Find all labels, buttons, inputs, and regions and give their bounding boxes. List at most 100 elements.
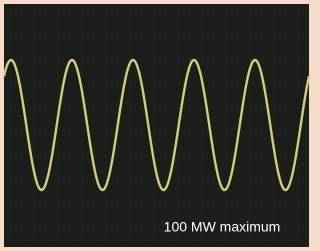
grid-dot xyxy=(237,59,238,60)
grid-dot xyxy=(177,239,178,240)
grid-dot xyxy=(153,179,154,180)
grid-dot xyxy=(213,35,214,36)
grid-dot xyxy=(141,119,142,120)
grid-dot xyxy=(273,11,274,12)
grid-dot xyxy=(177,47,178,48)
grid-dot xyxy=(9,71,10,72)
grid-dot xyxy=(249,179,250,180)
grid-dot xyxy=(129,167,130,168)
grid-dot xyxy=(261,59,262,60)
grid-dot xyxy=(261,11,262,12)
grid-dot xyxy=(105,35,106,36)
grid-dot xyxy=(213,95,214,96)
grid-dot xyxy=(93,83,94,84)
grid-dot xyxy=(69,11,70,12)
grid-dot xyxy=(285,35,286,36)
grid-dot xyxy=(105,71,106,72)
grid-dot xyxy=(249,83,250,84)
grid-dot xyxy=(21,83,22,84)
grid-dot xyxy=(81,191,82,192)
grid-dot xyxy=(93,191,94,192)
grid-dot xyxy=(177,35,178,36)
grid-dot xyxy=(105,191,106,192)
scope-screenshot: 100 MW maximum xyxy=(0,0,313,251)
page: 100 MW maximum (() => { const data = JSO… xyxy=(0,0,313,251)
grid-dot xyxy=(261,23,262,24)
grid-dot xyxy=(69,71,70,72)
grid-dot xyxy=(45,239,46,240)
grid-dot xyxy=(261,35,262,36)
grid-dot xyxy=(129,47,130,48)
grid-dot xyxy=(105,215,106,216)
grid-dot xyxy=(225,143,226,144)
grid-dot xyxy=(129,11,130,12)
grid-dot xyxy=(93,215,94,216)
grid-dot xyxy=(117,215,118,216)
grid-dot xyxy=(165,95,166,96)
grid-dot xyxy=(141,155,142,156)
grid-dot xyxy=(45,95,46,96)
grid-dot xyxy=(141,35,142,36)
grid-dot xyxy=(285,47,286,48)
grid-dot xyxy=(117,239,118,240)
grid-dot xyxy=(141,239,142,240)
grid-dot xyxy=(9,179,10,180)
grid-dot xyxy=(153,23,154,24)
grid-dot xyxy=(153,143,154,144)
grid-dot xyxy=(237,215,238,216)
grid-dot xyxy=(177,179,178,180)
grid-dot xyxy=(201,143,202,144)
grid-dot xyxy=(105,119,106,120)
grid-dot xyxy=(285,71,286,72)
grid-dot xyxy=(249,239,250,240)
grid-dot xyxy=(105,179,106,180)
grid-dot xyxy=(21,35,22,36)
grid-dot xyxy=(249,95,250,96)
grid-dot xyxy=(21,71,22,72)
grid-dot xyxy=(9,203,10,204)
grid-dot xyxy=(213,215,214,216)
grid-dot xyxy=(69,47,70,48)
grid-dot xyxy=(69,95,70,96)
grid-dot xyxy=(261,95,262,96)
grid-dot xyxy=(129,155,130,156)
grid-dot xyxy=(129,215,130,216)
grid-dot xyxy=(105,83,106,84)
grid-dot xyxy=(57,239,58,240)
grid-dot xyxy=(201,179,202,180)
grid-dot xyxy=(69,143,70,144)
grid-dot xyxy=(165,83,166,84)
grid-dot xyxy=(81,131,82,132)
grid-dot xyxy=(285,227,286,228)
grid-dot xyxy=(261,239,262,240)
grid-dot xyxy=(105,95,106,96)
grid-dot xyxy=(57,47,58,48)
grid-dot xyxy=(57,227,58,228)
grid-dot xyxy=(45,119,46,120)
grid-dot xyxy=(249,155,250,156)
grid-dot xyxy=(93,239,94,240)
grid-dot xyxy=(189,191,190,192)
grid-dot xyxy=(57,179,58,180)
grid-dot xyxy=(237,155,238,156)
grid-dot xyxy=(177,143,178,144)
grid-dot xyxy=(117,203,118,204)
grid-dot xyxy=(9,167,10,168)
grid-dot xyxy=(249,191,250,192)
grid-dot xyxy=(261,167,262,168)
grid-dot xyxy=(153,191,154,192)
grid-dot xyxy=(225,71,226,72)
grid-dot xyxy=(9,131,10,132)
grid-dot xyxy=(273,71,274,72)
grid-dot xyxy=(105,11,106,12)
grid-dot xyxy=(9,143,10,144)
grid-dot xyxy=(33,215,34,216)
grid-dot xyxy=(201,215,202,216)
grid-dot xyxy=(45,215,46,216)
grid-dot xyxy=(9,47,10,48)
grid-dot xyxy=(117,23,118,24)
grid-dot xyxy=(297,203,298,204)
grid-dot xyxy=(261,131,262,132)
grid-dot xyxy=(189,179,190,180)
grid-dot xyxy=(273,107,274,108)
